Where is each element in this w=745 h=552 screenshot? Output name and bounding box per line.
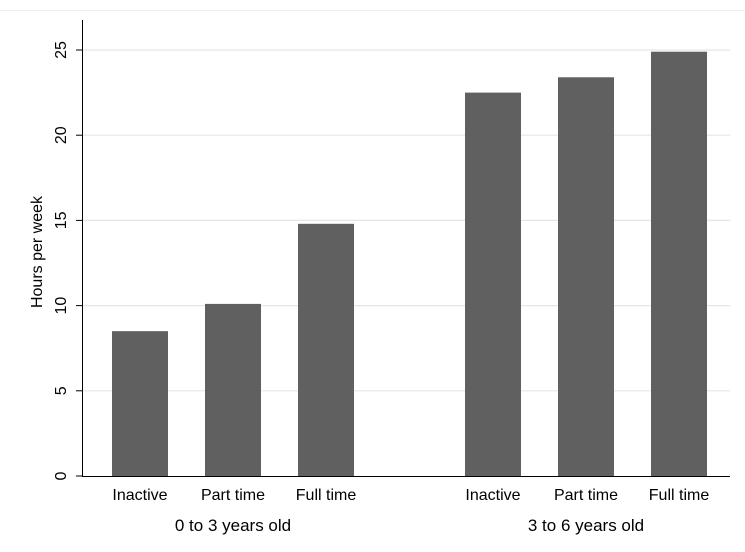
gridlines: [82, 49, 730, 392]
bars: [112, 51, 707, 476]
y-axis-ticks: 0 5 10 15 20 25: [53, 41, 82, 480]
bar-part-time: [205, 303, 261, 476]
x-category-label: Inactive: [112, 487, 167, 504]
y-tick-label: 20: [53, 126, 70, 144]
x-category-label: Full time: [296, 487, 357, 504]
bar-inactive: [112, 331, 168, 476]
x-category-label: Full time: [649, 487, 710, 504]
y-tick-label: 0: [53, 471, 70, 480]
y-axis-title: Hours per week: [29, 195, 46, 308]
x-category-label: Part time: [554, 487, 618, 504]
x-category-label: Part time: [201, 487, 265, 504]
x-group-label: 3 to 6 years old: [528, 516, 644, 535]
y-tick-label: 25: [53, 41, 70, 59]
bar-full-time: [651, 51, 707, 476]
x-category-label: Inactive: [465, 487, 520, 504]
x-group-label: 0 to 3 years old: [175, 516, 291, 535]
bar-part-time: [558, 77, 614, 476]
y-tick-label: 15: [53, 211, 70, 229]
y-tick-label: 10: [53, 297, 70, 315]
plot-top-border: [0, 10, 745, 11]
x-axis-labels: Inactive Part time Full time 0 to 3 years o…: [112, 487, 709, 535]
bar-full-time: [298, 223, 354, 476]
y-tick-label: 5: [53, 386, 70, 395]
bar-inactive: [465, 92, 521, 476]
